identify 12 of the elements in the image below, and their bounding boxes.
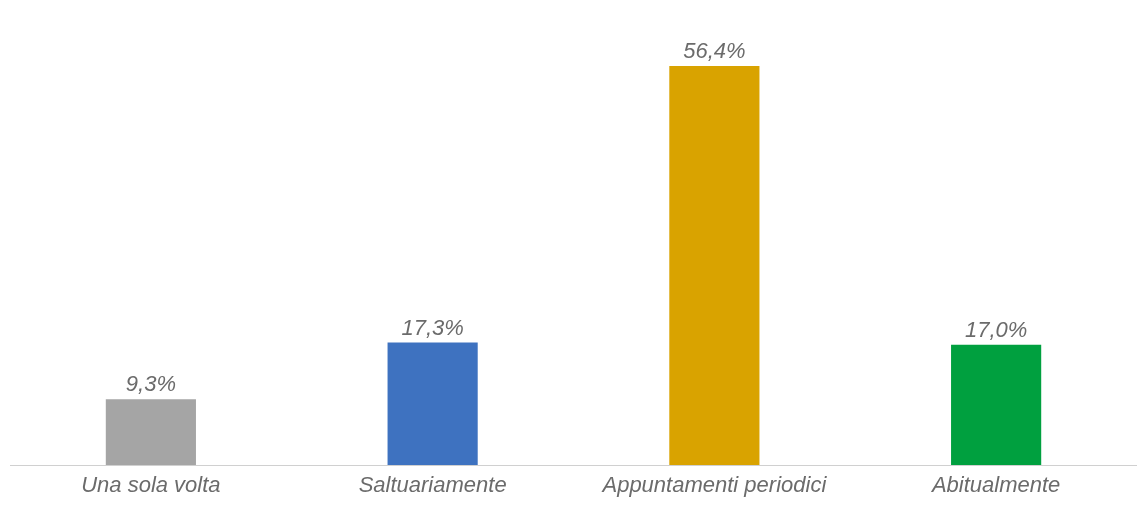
bar xyxy=(387,342,478,465)
x-tick-label: Appuntamenti periodici xyxy=(600,472,828,498)
bar xyxy=(669,66,760,465)
bar xyxy=(105,399,196,465)
bar xyxy=(951,344,1042,465)
data-label: 56,4% xyxy=(683,38,746,63)
x-tick-label: Abitualmente xyxy=(929,472,1061,498)
x-tick-label: Una sola volta xyxy=(81,472,221,498)
data-label: 17,3% xyxy=(401,314,464,340)
data-label: 17,0% xyxy=(964,316,1028,342)
x-tick-label: Saltuariamente xyxy=(358,472,507,498)
data-label: 9,3% xyxy=(125,371,176,397)
